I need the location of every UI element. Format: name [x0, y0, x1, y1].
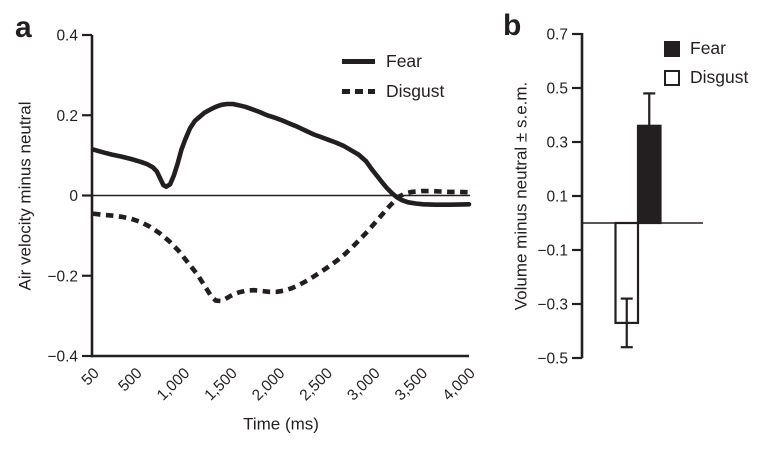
panel-b-plot: 0.7 0.5 0.3 0.1 −0.1 −0.3 −0.5 — [537, 27, 703, 368]
svg-text:0.2: 0.2 — [56, 108, 78, 125]
legend-label-disgust: Disgust — [690, 66, 749, 87]
svg-text:2,500: 2,500 — [297, 365, 337, 405]
svg-text:−0.4: −0.4 — [47, 349, 78, 366]
panel-a-letter: a — [15, 11, 32, 44]
svg-text:0.7: 0.7 — [546, 27, 568, 44]
disgust-outline-square-swatch — [664, 69, 680, 86]
svg-text:0.5: 0.5 — [546, 81, 568, 98]
svg-text:2,000: 2,000 — [249, 365, 289, 405]
svg-text:500: 500 — [115, 365, 146, 396]
panel-a-y-axis-title: Air velocity minus neutral — [15, 101, 35, 291]
svg-text:0.4: 0.4 — [56, 28, 78, 45]
svg-text:1,000: 1,000 — [154, 365, 194, 405]
fear-solid-line-swatch — [342, 59, 375, 64]
svg-text:3,500: 3,500 — [392, 365, 432, 405]
legend-label-fear: Fear — [386, 50, 422, 71]
fear-bar — [636, 124, 662, 225]
panel-a-x-axis-title: Time (ms) — [243, 414, 319, 434]
fear-filled-square-swatch — [664, 40, 680, 57]
disgust-dashed-line-swatch — [342, 89, 375, 94]
panel-b-legend: Fear Disgust — [664, 39, 748, 87]
fear-line — [90, 101, 472, 207]
svg-text:−0.3: −0.3 — [537, 297, 568, 314]
svg-text:50: 50 — [79, 365, 103, 389]
fear-error-bar — [643, 92, 656, 126]
svg-text:0.3: 0.3 — [546, 135, 568, 152]
legend-item-disgust: Disgust — [664, 68, 748, 87]
panel-a-legend: Fear Disgust — [342, 52, 444, 101]
panel-b-y-axis-title: Volume minus neutral ± s.e.m. — [511, 81, 531, 311]
panel-b-letter: b — [503, 9, 522, 42]
svg-text:1,500: 1,500 — [201, 365, 241, 405]
legend-label-fear: Fear — [690, 37, 726, 58]
legend-label-disgust: Disgust — [386, 80, 445, 101]
svg-text:−0.5: −0.5 — [537, 351, 568, 368]
svg-text:3,000: 3,000 — [344, 365, 384, 405]
svg-text:−0.2: −0.2 — [47, 268, 78, 285]
svg-text:0.1: 0.1 — [546, 189, 568, 206]
disgust-error-bar — [620, 297, 633, 349]
svg-text:0: 0 — [69, 188, 78, 205]
svg-text:4,000: 4,000 — [439, 365, 479, 405]
legend-item-fear: Fear — [664, 39, 748, 58]
legend-item-disgust: Disgust — [342, 82, 444, 101]
svg-text:−0.1: −0.1 — [537, 243, 568, 260]
legend-item-fear: Fear — [342, 52, 444, 71]
disgust-line — [92, 188, 470, 304]
